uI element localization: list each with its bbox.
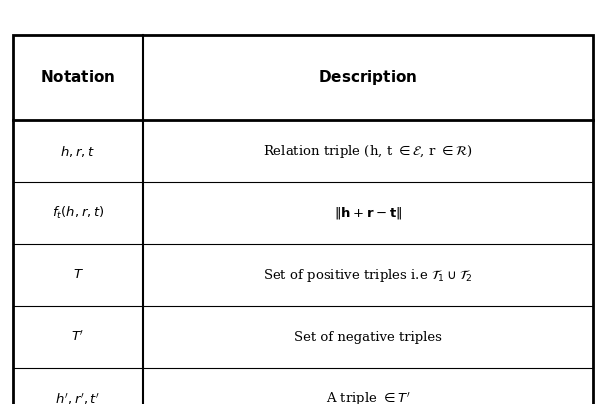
Text: A triple $\in T'$: A triple $\in T'$ — [325, 390, 410, 404]
Text: $\|\mathbf{h} + \mathbf{r} - \mathbf{t}\|$: $\|\mathbf{h} + \mathbf{r} - \mathbf{t}\… — [334, 205, 402, 221]
Text: $f_t(h,r,t)$: $f_t(h,r,t)$ — [52, 205, 104, 221]
Text: $T'$: $T'$ — [72, 330, 85, 344]
Text: $\mathbf{Description}$: $\mathbf{Description}$ — [318, 68, 418, 87]
Text: Set of negative triples: Set of negative triples — [294, 330, 442, 343]
Text: Relation triple (h, t $\in \mathcal{E}$, r $\in \mathcal{R}$): Relation triple (h, t $\in \mathcal{E}$,… — [263, 143, 473, 160]
Text: $h', r', t'$: $h', r', t'$ — [55, 391, 101, 404]
Text: $\mathbf{Notation}$: $\mathbf{Notation}$ — [40, 69, 116, 86]
Text: Set of positive triples i.e $\mathcal{T}_1 \cup \mathcal{T}_2$: Set of positive triples i.e $\mathcal{T}… — [263, 267, 473, 284]
Text: $T$: $T$ — [73, 269, 84, 282]
Text: $h, r, t$: $h, r, t$ — [61, 143, 96, 158]
